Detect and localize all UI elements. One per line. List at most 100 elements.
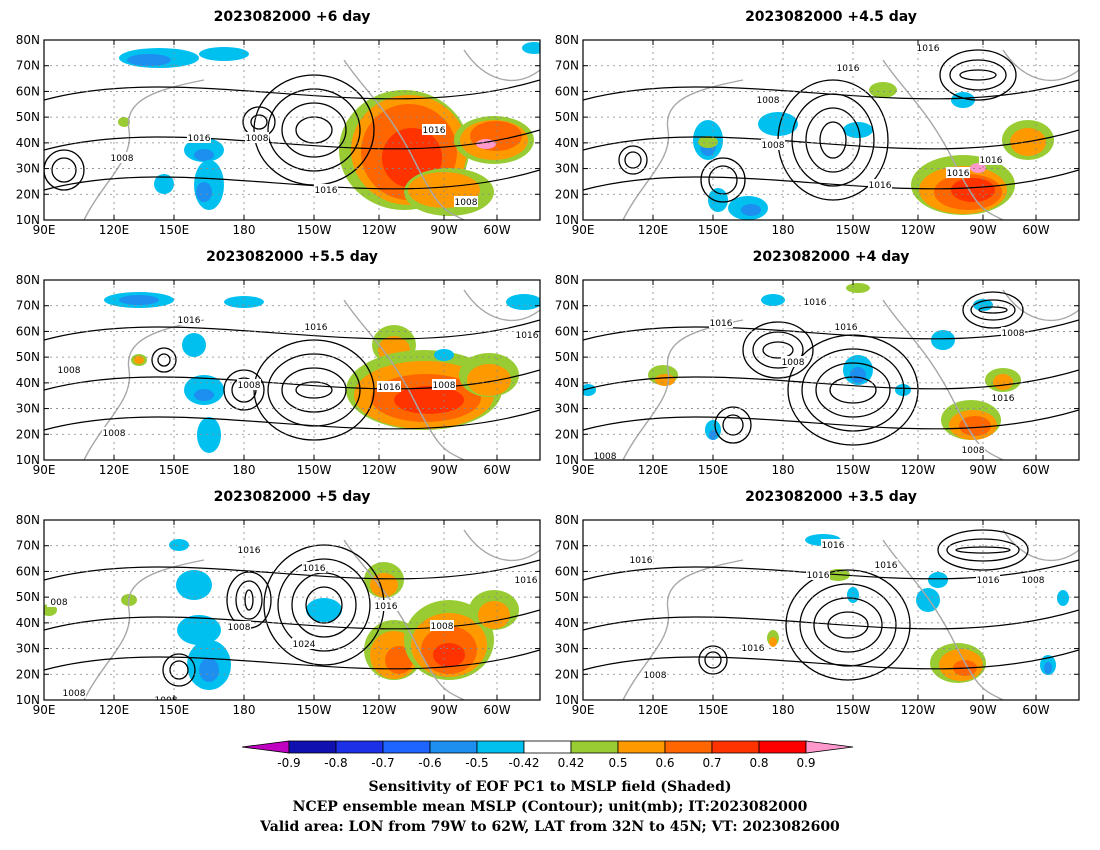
mslp-contour [742,321,814,379]
lat-label: 20N [16,427,40,441]
lat-label: 40N [16,136,40,150]
contour-label-bg [227,621,251,632]
lat-label: 80N [555,33,579,47]
lat-label: 30N [555,402,579,416]
coastline [622,289,1079,460]
colorbar-label: 0.9 [796,756,815,770]
lat-label: 50N [555,110,579,124]
contour-label: 1008 [962,446,985,456]
lat-label: 40N [555,376,579,390]
colorbar-swatch [335,740,384,754]
lat-label: 80N [16,33,40,47]
sensitivity-shading [869,82,897,98]
mslp-contour [762,341,794,359]
sensitivity-shading [709,430,717,440]
contour-label-bg [1021,574,1045,585]
contour-label-bg [961,444,985,455]
lat-label: 30N [16,642,40,656]
lon-label: 120E [638,703,669,717]
sensitivity-shading [708,188,728,212]
contour-label-bg [741,642,765,653]
contour-label: 1016 [804,298,827,308]
mslp-contour [583,169,1079,191]
colorbar: -0.9 -0.8 -0.7 -0.6 -0.5 -0.42 0.42 0.5 0.6 0.7 0.… [241,740,854,770]
mslp-contour [235,580,263,620]
mslp-contour [949,59,1007,91]
contour-label-bg [430,620,454,631]
sensitivity-shading [370,573,398,597]
lat-label: 60N [16,564,40,578]
contour-label-bg [514,574,538,585]
contour-label-bg [976,574,1000,585]
lat-label: 10N [16,213,40,227]
mslp-contour [44,369,540,391]
mslp-contour [162,653,196,687]
colorbar-swatch [570,740,619,754]
lon-label: 60W [483,463,510,477]
lat-label: 70N [16,539,40,553]
sensitivity-shading [194,149,214,161]
lon-label: 90E [33,463,56,477]
lon-label: 150E [159,463,190,477]
map-frame [43,39,541,221]
mslp-contour [305,586,343,624]
mslp-contour [819,121,847,159]
contour-label-bg [709,317,733,328]
colorbar-label: -0.42 [508,756,539,770]
mslp-contour [250,114,268,130]
lat-label: 30N [16,402,40,416]
sensitivity-shading [176,570,212,600]
sensitivity-shading [970,163,986,173]
sensitivity-shading [850,367,866,383]
lon-label: 120W [362,223,397,237]
contour-label: 1016 [917,44,940,54]
sensitivity-shading [44,604,57,616]
map-frame [582,39,1080,221]
map-panel-5: 2023082000 +5 day 1016 1016 1008 1024 1016 100… [16,489,541,717]
mslp-contour [970,299,1016,321]
sensitivity-shading [846,283,870,293]
lat-label: 20N [16,667,40,681]
contour-label: 1008 [594,452,617,462]
map-frame [43,519,541,701]
map-panel-2: 2023082000 +4.5 day 1008 1016 1016 1008 1016 1… [555,9,1080,237]
lat-label: 40N [16,616,40,630]
footer-line-2: NCEP ensemble mean MSLP (Contour); unit(… [293,799,808,815]
contour-label: 1016 [980,156,1003,166]
mslp-contour [44,79,540,101]
contour-label: 1016 [869,181,892,191]
lat-label: 70N [16,299,40,313]
contour-label: 1016 [315,186,338,196]
mslp-contour [962,291,1024,329]
contour-label: 1016 [807,571,830,581]
lat-label: 50N [555,350,579,364]
mslp-contour [813,597,883,653]
mslp-contour [959,69,997,81]
mslp-contour [955,546,1011,554]
sensitivity-shading [951,178,995,202]
sensitivity-shading [182,333,206,357]
contour-label-bg [991,392,1015,403]
lon-label: 180 [772,703,795,717]
colorbar-label: -0.6 [418,756,441,770]
coastline [622,529,1079,700]
colorbar-label: 0.7 [702,756,721,770]
panel-title: 2023082000 +5.5 day [206,249,378,265]
contour-label-bg [761,139,785,150]
lat-label: 70N [555,299,579,313]
contour-label: 1016 [303,564,326,574]
mslp-contour [44,169,540,191]
contour-label-bg [515,329,539,340]
contour-label: 1016 [822,541,845,551]
contour-label-bg [177,314,201,325]
mslp-contour [44,149,85,191]
contour-label: 1008 [228,623,251,633]
lon-label: 120E [638,223,669,237]
contour-label: 1016 [188,134,211,144]
sensitivity-shading [928,572,948,588]
lat-label: 80N [16,513,40,527]
mslp-contour [752,331,804,369]
colorbar-label: -0.8 [324,756,347,770]
colorbar-label: -0.7 [371,756,394,770]
